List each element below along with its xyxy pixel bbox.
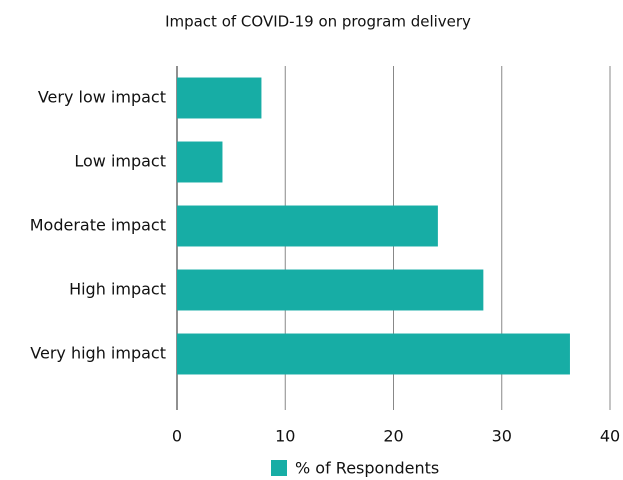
bar: [177, 77, 262, 119]
bar: [177, 269, 484, 311]
y-tick-label: Low impact: [74, 152, 166, 171]
legend-label: % of Respondents: [295, 459, 439, 478]
bar: [177, 333, 570, 375]
bar: [177, 205, 438, 247]
x-tick-label: 40: [600, 427, 620, 446]
x-tick-label: 10: [275, 427, 295, 446]
chart-title: Impact of COVID-19 on program delivery: [165, 13, 471, 31]
x-tick-label: 20: [383, 427, 403, 446]
y-tick-label: Moderate impact: [30, 216, 166, 235]
x-tick-label: 30: [492, 427, 512, 446]
bar: [177, 141, 223, 183]
y-tick-label: Very high impact: [30, 344, 166, 363]
y-tick-label: High impact: [69, 280, 166, 299]
y-tick-label: Very low impact: [38, 88, 166, 107]
x-tick-label: 0: [172, 427, 182, 446]
legend-swatch: [271, 460, 287, 476]
